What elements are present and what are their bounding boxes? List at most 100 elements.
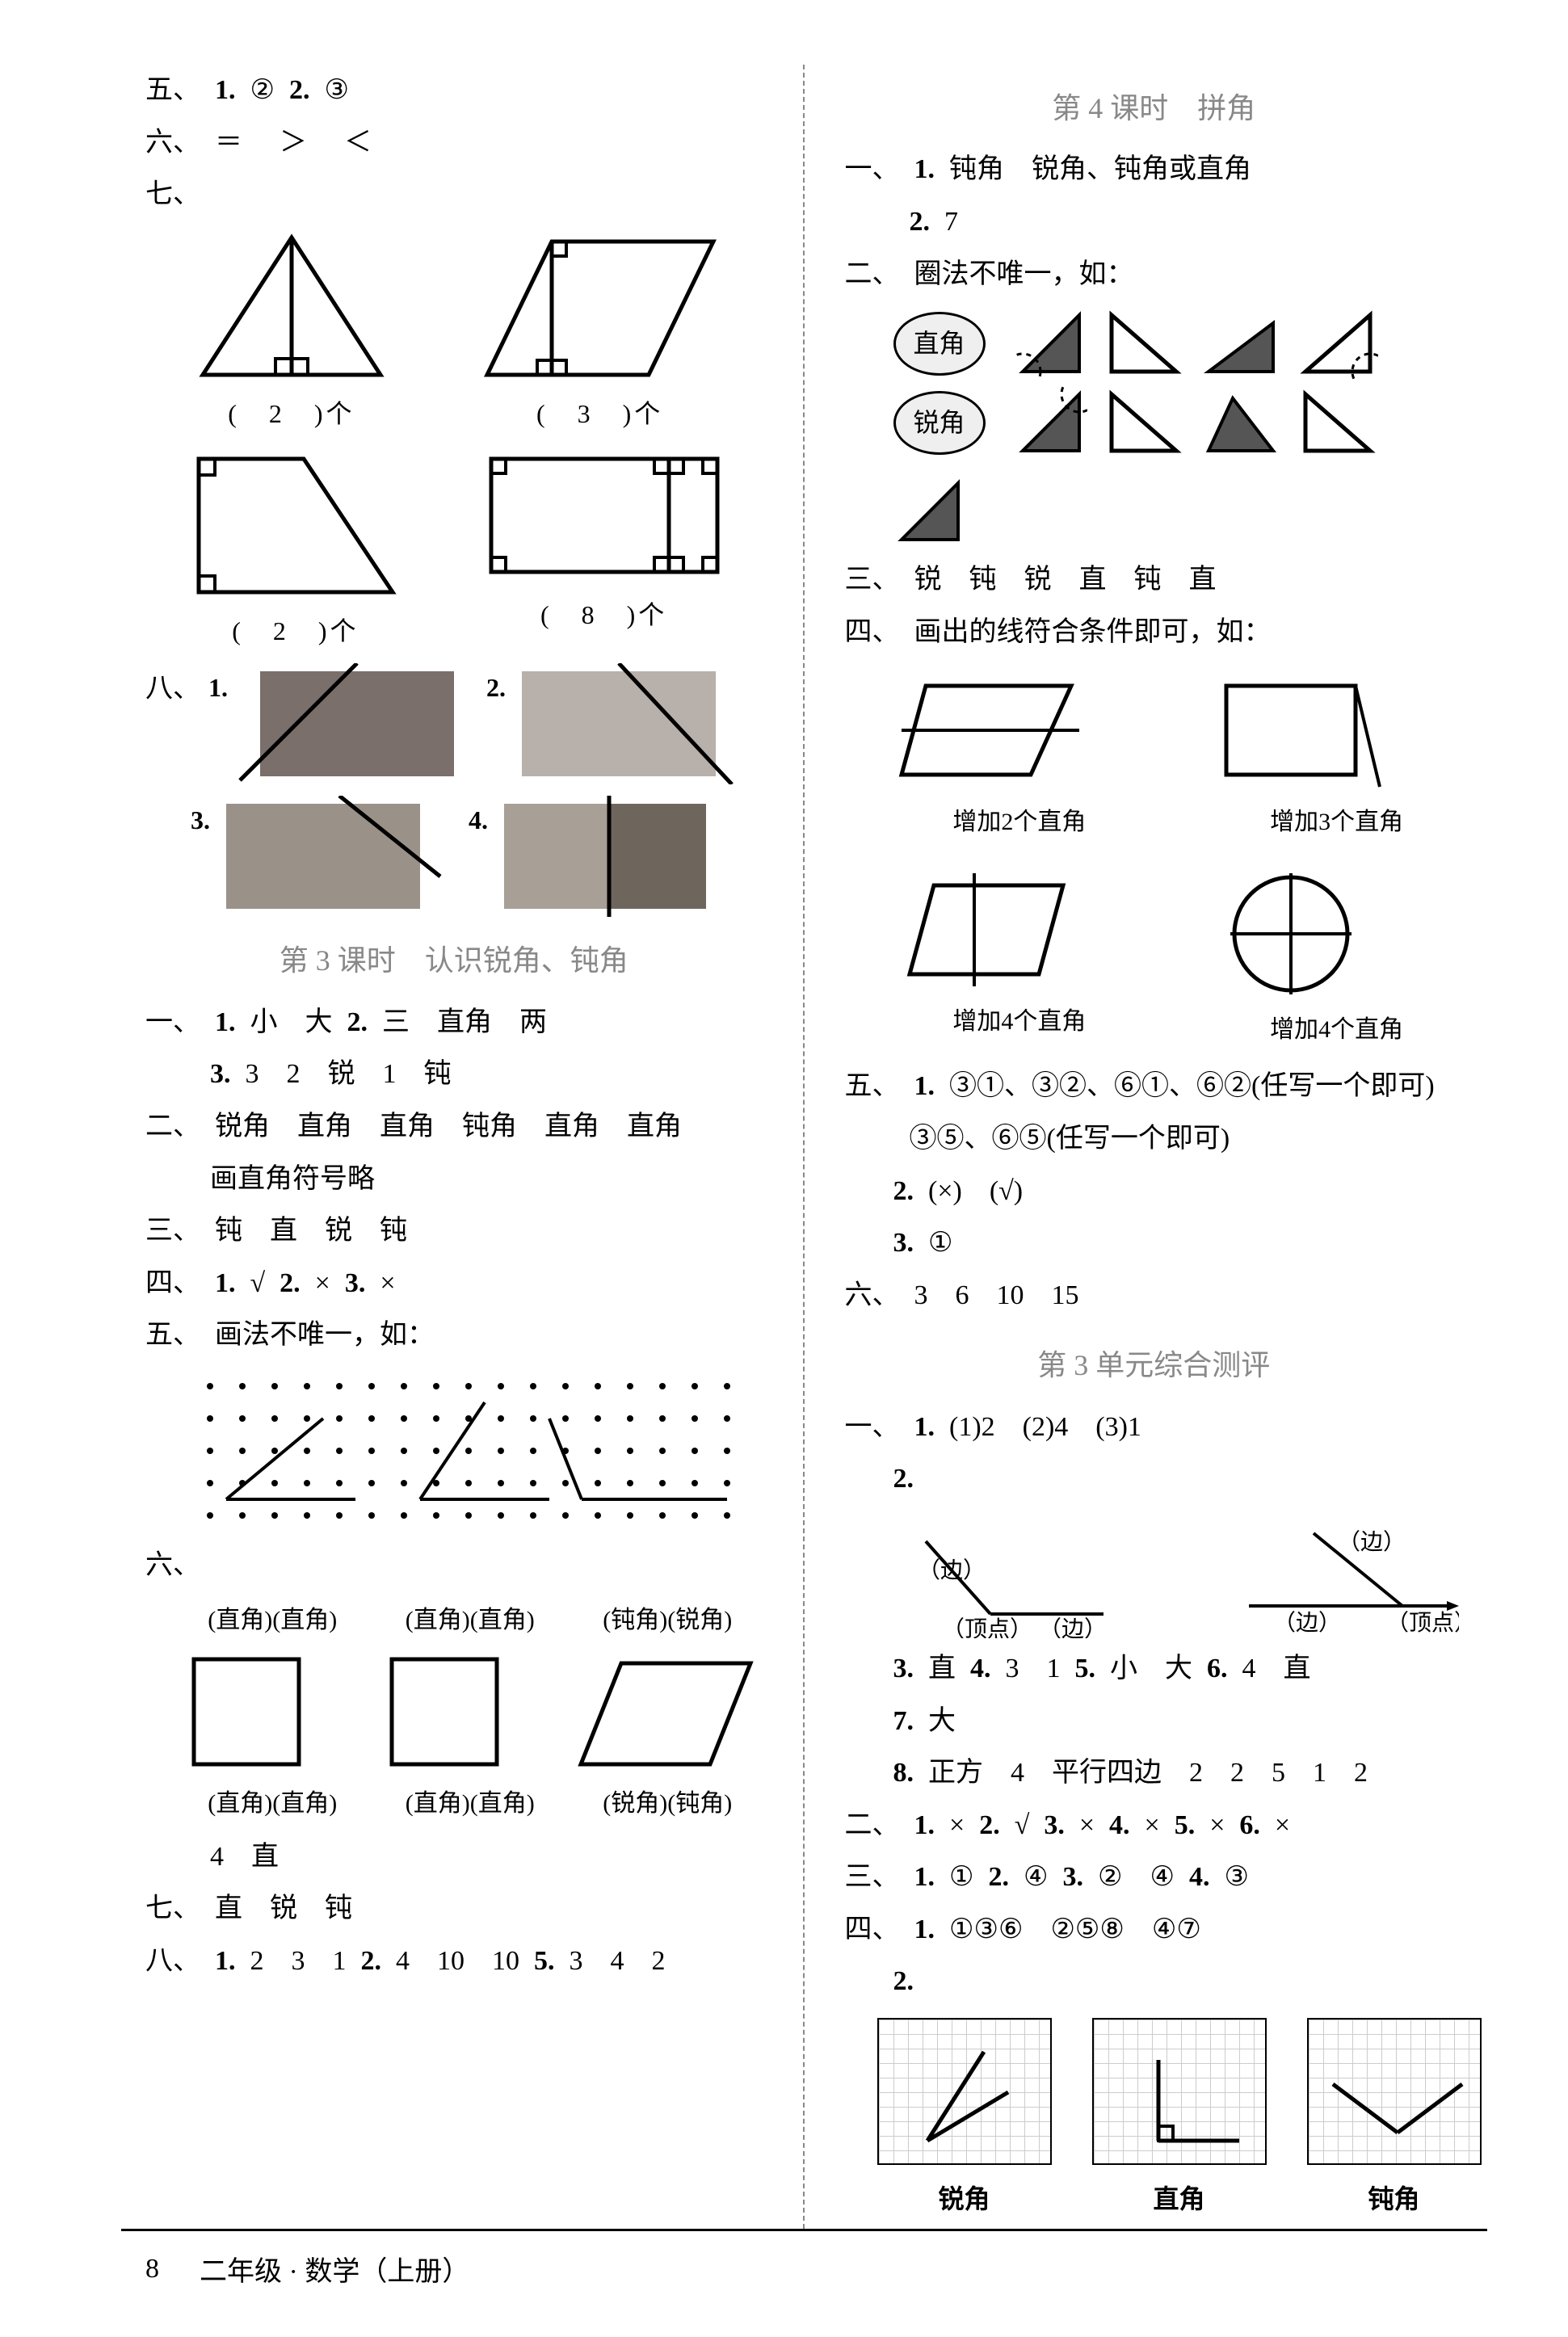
r1-a1: 钝角 锐角、钝角或直角: [949, 144, 1251, 196]
u4-a1: ①③⑥ ②⑤⑧ ④⑦: [949, 1904, 1201, 1957]
u2-a4: ×: [1145, 1800, 1160, 1852]
line-5: 五、 1. ② 2. ③: [145, 65, 763, 117]
r4-c3-cap: 增加4个直角: [893, 998, 1146, 1045]
q8-grid: 八、 1. 2. 3.: [145, 663, 763, 917]
s2-b: 画直角符号略: [145, 1154, 763, 1206]
lab-v2: （顶点）: [1386, 1610, 1459, 1636]
r6: 六、 3 6 10 15: [845, 1270, 1464, 1322]
u3-a4: ③: [1224, 1852, 1248, 1904]
u2-i3: 3.: [1044, 1800, 1065, 1852]
double-rect-icon: [483, 447, 725, 584]
q7-row1: ( 2 )个 ( 3 )个: [145, 229, 763, 439]
q5-2: 2.: [289, 65, 310, 117]
u1-i6: 6.: [1207, 1643, 1228, 1696]
u4-label: 四、: [845, 1904, 900, 1957]
r5-label: 五、: [845, 1061, 900, 1113]
u1-a4: 3 1: [1006, 1643, 1061, 1696]
r1-i2: 2.: [910, 196, 931, 249]
grid-acute: 锐角: [877, 2018, 1052, 2224]
tri-icon: [1200, 307, 1281, 380]
triangle-caption: ( 2 )个: [187, 389, 397, 439]
u2-a5: ×: [1209, 1800, 1225, 1852]
r4-c4-cap: 增加4个直角: [1210, 1007, 1463, 1053]
s8-i3: 5.: [534, 1936, 555, 1988]
s1-a3: 3 2 锐 1 钝: [246, 1049, 452, 1101]
u4-i2: 2.: [893, 1956, 914, 2008]
s5-label: 五、: [145, 1309, 200, 1362]
u2-a3: ×: [1079, 1800, 1095, 1852]
r3-label: 三、: [845, 554, 900, 607]
r6-label: 六、: [845, 1270, 900, 1322]
r5-a3: ①: [928, 1217, 952, 1270]
u4-1: 四、 1. ①③⑥ ②⑤⑧ ④⑦: [845, 1904, 1464, 1957]
s6-para: [573, 1651, 763, 1772]
q7-row2: ( 2 )个 ( 8 )个: [145, 447, 763, 656]
u3-a1: ①: [949, 1852, 973, 1904]
r5-3: 3. ①: [845, 1217, 1464, 1270]
q5-a2: ③: [324, 65, 348, 117]
tri-icon: [1103, 307, 1184, 380]
u3: 三、 1.① 2.④ 3.② ④ 4.③: [845, 1852, 1464, 1904]
tri-icon: [1297, 386, 1378, 459]
oval-right: 直角: [893, 312, 986, 376]
u2-i4: 4.: [1109, 1800, 1130, 1852]
u1-i4: 4.: [970, 1643, 991, 1696]
s7-a: 直 锐 钝: [215, 1883, 352, 1936]
s8-i2: 2.: [361, 1936, 382, 1988]
footer-text: 二年级 · 数学（上册）: [200, 2249, 469, 2289]
s6-b2: (直角)(直角): [376, 1780, 565, 1826]
triangle-icon: [187, 229, 397, 383]
s6-sq2: [376, 1651, 565, 1772]
grid-acute-lab: 锐角: [877, 2175, 1052, 2224]
r1-a2: 7: [944, 196, 958, 249]
r5-1: 五、 1. ③①、③②、⑥①、⑥②(任写一个即可): [845, 1061, 1464, 1113]
dot-grid-icon: [194, 1370, 759, 1532]
u4-i1: 1.: [914, 1904, 935, 1957]
u2-i2: 2.: [979, 1800, 1000, 1852]
q8-3: 3.: [191, 796, 210, 917]
parallelogram-box: ( 3 )个: [479, 229, 721, 439]
s5: 五、 画法不唯一，如：: [145, 1309, 763, 1362]
s1-a1: 小 大: [250, 997, 333, 1049]
r2-row1: 直角: [845, 307, 1464, 380]
q6-label: 六、: [145, 117, 200, 170]
trapezoid-caption: ( 2 )个: [183, 607, 409, 656]
u1-2: 2.: [845, 1453, 1464, 1506]
s4-a1: √: [250, 1258, 266, 1310]
r5-i3: 3.: [893, 1217, 914, 1270]
right-column: 第 4 课时 拼角 一、 1. 钝角 锐角、钝角或直角 2. 7 二、 圈法不唯…: [805, 65, 1488, 2229]
s4-i2: 2.: [280, 1258, 301, 1310]
r5-a1: ③①、③②、⑥①、⑥②(任写一个即可): [949, 1061, 1435, 1113]
u1-i7: 7.: [893, 1696, 914, 1748]
r2-a: 圈法不唯一，如：: [914, 249, 1134, 301]
q6-v: ＝ ＞ ＜: [215, 117, 376, 170]
trapezoid-icon: [183, 447, 409, 600]
s8-i1: 1.: [215, 1936, 236, 1988]
oval-acute: 锐角: [893, 391, 986, 455]
grid-right-lab: 直角: [1092, 2175, 1267, 2224]
q5-a1: ②: [250, 65, 275, 117]
line-6: 六、 ＝ ＞ ＜: [145, 117, 763, 170]
r1-2: 2. 7: [845, 196, 1464, 249]
s6-sum: 4 直: [145, 1831, 763, 1884]
u3-i3: 3.: [1062, 1852, 1083, 1904]
triangle-box: ( 2 )个: [187, 229, 397, 439]
r4-c4: 增加4个直角: [1210, 869, 1463, 1053]
dot-grid: [194, 1370, 763, 1532]
r4-label: 四、: [845, 607, 900, 659]
tri-icon: [1297, 307, 1378, 380]
s8: 八、 1.2 3 1 2.4 10 10 5.3 4 2: [145, 1936, 763, 1988]
r2-row2: 锐角: [845, 386, 1464, 548]
s8-label: 八、: [145, 1936, 200, 1988]
u3-i4: 4.: [1189, 1852, 1210, 1904]
s6-b3: (锐角)(钝角): [573, 1780, 763, 1826]
q8-4: 4.: [469, 796, 488, 917]
tri-icon: [1015, 386, 1087, 459]
s3: 三、 钝 直 锐 钝: [145, 1205, 763, 1258]
r5-a2: (×) (√): [928, 1166, 1023, 1218]
parallelogram-icon: [479, 229, 721, 383]
u1-a1: (1)2 (2)4 (3)1: [949, 1402, 1141, 1454]
u3-i2: 2.: [988, 1852, 1009, 1904]
s2-label: 二、: [145, 1101, 200, 1154]
r1-label: 一、: [845, 144, 900, 196]
